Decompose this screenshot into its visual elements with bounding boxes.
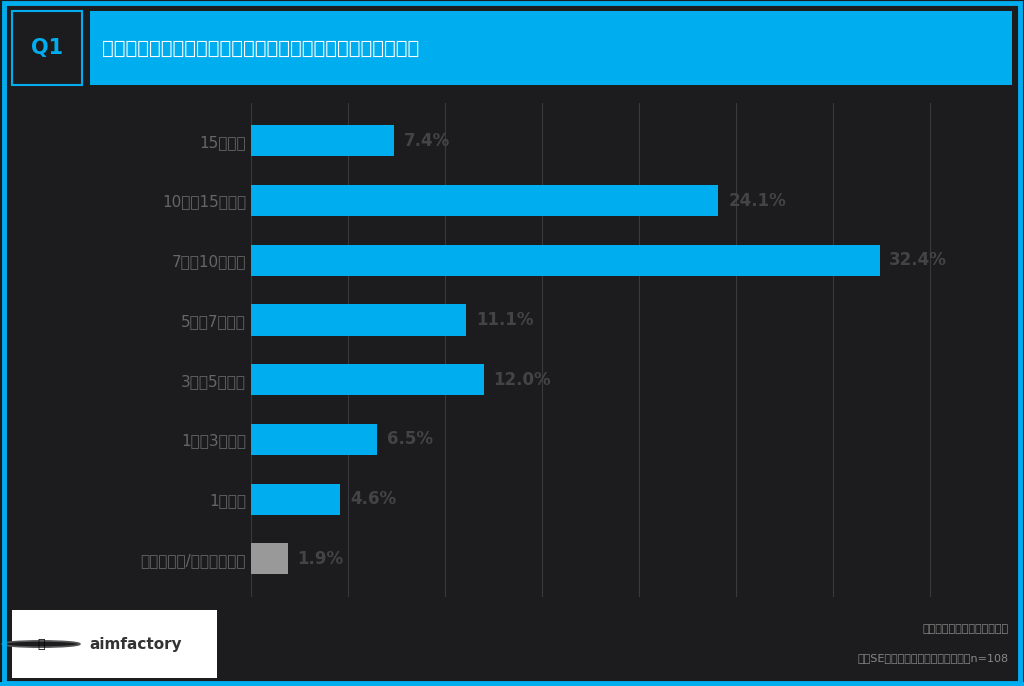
Bar: [251, 126, 394, 156]
Text: 32.4%: 32.4%: [889, 251, 947, 270]
Bar: [251, 185, 719, 216]
Text: 11.1%: 11.1%: [476, 311, 534, 329]
Bar: [251, 424, 377, 455]
Bar: [0, 682, 1024, 686]
Bar: [251, 484, 340, 514]
Bar: [251, 245, 880, 276]
Text: 12.0%: 12.0%: [494, 370, 551, 389]
Text: あなたの、現在のお勤め先の、勤続年数を教えてください。: あなたの、現在のお勤め先の、勤続年数を教えてください。: [102, 38, 420, 58]
Bar: [251, 364, 483, 395]
Text: 社内SEの働き方に関する実態調査｜n=108: 社内SEの働き方に関する実態調査｜n=108: [857, 652, 1009, 663]
Circle shape: [2, 641, 80, 647]
Text: aimfactory: aimfactory: [89, 637, 181, 652]
Text: 7.4%: 7.4%: [404, 132, 451, 150]
FancyBboxPatch shape: [12, 11, 82, 85]
Bar: [251, 305, 466, 335]
Bar: [251, 543, 288, 574]
Text: 6.5%: 6.5%: [387, 430, 433, 449]
Text: 🐘: 🐘: [37, 637, 45, 650]
FancyBboxPatch shape: [90, 11, 1012, 85]
Text: Q1: Q1: [31, 38, 63, 58]
Text: アイムファクトリー株式会社: アイムファクトリー株式会社: [923, 624, 1009, 634]
Text: 4.6%: 4.6%: [350, 490, 396, 508]
FancyBboxPatch shape: [12, 611, 217, 678]
Text: 1.9%: 1.9%: [297, 550, 344, 568]
Text: 24.1%: 24.1%: [728, 191, 786, 210]
